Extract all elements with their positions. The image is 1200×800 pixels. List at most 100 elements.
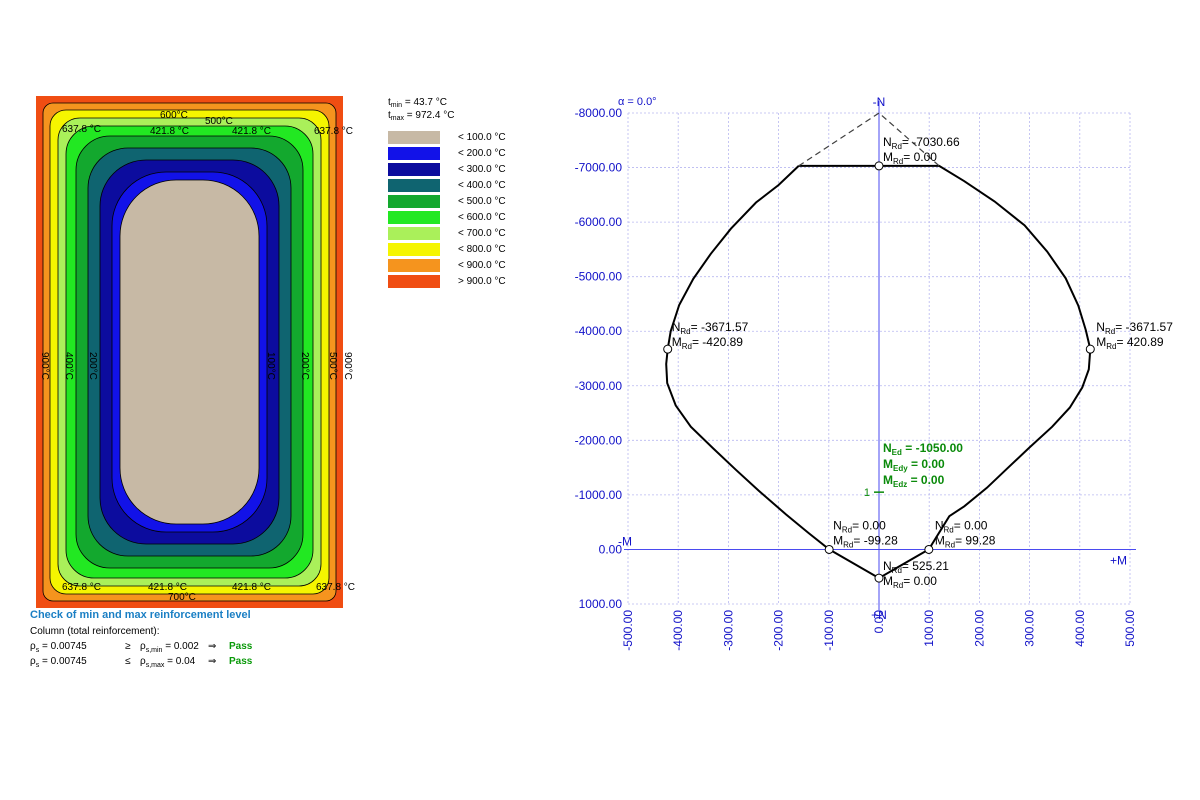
y-tick-label: -3000.00 xyxy=(575,379,623,393)
legend-item: < 200.0 °C xyxy=(388,147,528,160)
check-row-text: = 0.04 xyxy=(164,656,196,667)
heatmap-contour-label: 637.8 °C xyxy=(314,126,353,137)
capacity-point-label: MRd= -420.89 xyxy=(672,335,744,351)
legend-label: < 600.0 °C xyxy=(458,212,506,223)
capacity-point-label: MRd= 99.28 xyxy=(935,533,996,549)
capacity-point-label: MRd= -99.28 xyxy=(833,533,898,549)
check-result: Pass xyxy=(229,641,253,652)
legend-swatch xyxy=(388,275,440,288)
legend-swatch xyxy=(388,195,440,208)
legend-item: < 900.0 °C xyxy=(388,259,528,272)
check-row-text: = 0.002 xyxy=(162,641,199,652)
tmax-readout: tmax = 972.4 °C xyxy=(388,110,455,122)
heatmap-contour-label: 100°C xyxy=(265,352,276,380)
heatmap-contour-label: 421.8 °C xyxy=(150,126,189,137)
heatmap-contour-label: 421.8 °C xyxy=(232,126,271,137)
check-row-text: ⇒ xyxy=(208,656,217,667)
capacity-point xyxy=(874,161,884,171)
x-tick-label: -400.00 xyxy=(671,610,685,651)
legend-item: < 100.0 °C xyxy=(388,131,528,144)
heatmap-contour-label: 637.8 °C xyxy=(62,124,101,135)
check-row-text: = 0.00745 xyxy=(39,641,87,652)
design-load-marker-label: 1 xyxy=(864,487,870,499)
check-row-text: ρ xyxy=(140,656,146,667)
x-tick-label: 200.00 xyxy=(972,610,986,647)
check-row-text: ρ xyxy=(30,656,36,667)
axis-label-neg-n: -N xyxy=(873,95,886,109)
capacity-point xyxy=(874,573,884,583)
legend-label: < 900.0 °C xyxy=(458,260,506,271)
check-row: ρs = 0.00745 ≥ ρs,min = 0.002 ⇒ Pass xyxy=(30,641,252,656)
legend-item: < 700.0 °C xyxy=(388,227,528,240)
heatmap-contour-label: 700°C xyxy=(168,592,196,603)
axis-label-pos-n: +N xyxy=(871,608,887,622)
temperature-heatmap: 600°C 500°C 637.8 °C 421.8 °C 421.8 °C 637.8 … xyxy=(36,96,355,608)
capacity-point-label: NRd= 525.21 xyxy=(883,559,949,575)
check-row-cell: ρs,min = 0.002 xyxy=(140,641,199,654)
heatmap-contour-label: 900°C xyxy=(342,352,353,380)
check-row-cell: Pass xyxy=(229,641,252,652)
heatmap-contour-label: 900°C xyxy=(39,352,50,380)
check-row-text: = 0.00745 xyxy=(39,656,87,667)
heatmap-contour-label: 200°C xyxy=(299,352,310,380)
capacity-point-label: NRd= -3671.57 xyxy=(1096,320,1173,336)
chart-series xyxy=(665,112,1092,580)
y-tick-label: -5000.00 xyxy=(575,270,623,284)
design-load-label: MEdz = 0.00 xyxy=(883,473,945,489)
x-tick-label: 100.00 xyxy=(922,610,936,647)
check-row-cell: ⇒ xyxy=(208,641,216,652)
check-row-text: ρ xyxy=(30,641,36,652)
check-heading: Check of min and max reinforcement level xyxy=(30,609,251,621)
tmin-readout: tmin = 43.7 °C xyxy=(388,97,447,109)
capacity-point xyxy=(663,344,673,354)
check-row-cell: ⇒ xyxy=(208,656,216,667)
x-tick-label: -100.00 xyxy=(822,610,836,651)
heatmap-contour-label: 400°C xyxy=(63,352,74,380)
legend-item: > 900.0 °C xyxy=(388,275,528,288)
chart-title: α = 0.0° xyxy=(618,96,657,108)
heatmap-contour-label: 500°C xyxy=(205,116,233,127)
legend-swatch xyxy=(388,259,440,272)
heatmap-contour-label: 200°C xyxy=(87,352,98,380)
axis-label-neg-m: -M xyxy=(618,534,632,548)
legend-label: < 300.0 °C xyxy=(458,164,506,175)
y-tick-label: -8000.00 xyxy=(575,106,623,120)
y-tick-label: -1000.00 xyxy=(575,488,623,502)
capacity-point-label: MRd= 0.00 xyxy=(883,150,937,166)
check-row-cell: ≥ xyxy=(125,641,131,652)
design-load-label: MEdy = 0.00 xyxy=(883,457,945,473)
check-subheading: Column (total reinforcement): xyxy=(30,626,160,637)
y-tick-label: 0.00 xyxy=(599,542,623,556)
capacity-point xyxy=(1085,344,1095,354)
y-tick-label: 1000.00 xyxy=(579,597,623,611)
check-row-cell: ρs,max = 0.04 xyxy=(140,656,195,669)
legend-item: < 400.0 °C xyxy=(388,179,528,192)
capacity-point-label: MRd= 420.89 xyxy=(1096,335,1164,351)
capacity-point-label: MRd= 0.00 xyxy=(883,574,937,590)
legend-swatch xyxy=(388,211,440,224)
heatmap-contour-label: 421.8 °C xyxy=(232,582,271,593)
check-row-cell: ρs = 0.00745 xyxy=(30,656,87,669)
capacity-point-label: NRd= -7030.66 xyxy=(883,135,960,151)
interaction-curve xyxy=(665,164,1092,580)
x-tick-label: -200.00 xyxy=(772,610,786,651)
check-row-cell: Pass xyxy=(229,656,252,667)
check-row-text: ⇒ xyxy=(208,641,217,652)
check-row-cell: ≤ xyxy=(125,656,131,667)
legend-label: < 800.0 °C xyxy=(458,244,506,255)
heatmap-contour-label: 637.8 °C xyxy=(62,582,101,593)
y-tick-label: -7000.00 xyxy=(575,161,623,175)
temperature-legend: tmin = 43.7 °C tmax = 972.4 °C < 100.0 °… xyxy=(388,97,506,288)
check-result: Pass xyxy=(229,656,253,667)
capacity-point-label: NRd= -3671.57 xyxy=(672,320,749,336)
legend-label: < 500.0 °C xyxy=(458,196,506,207)
capacity-point-label: NRd= 0.00 xyxy=(935,518,988,534)
legend-item: < 500.0 °C xyxy=(388,195,528,208)
check-row: ρs = 0.00745 ≤ ρs,max = 0.04 ⇒ Pass xyxy=(30,656,252,671)
legend-item: < 600.0 °C xyxy=(388,211,528,224)
legend-item: < 300.0 °C xyxy=(388,163,528,176)
check-row-text: s xyxy=(35,662,40,669)
check-row-text: ρ xyxy=(140,641,146,652)
